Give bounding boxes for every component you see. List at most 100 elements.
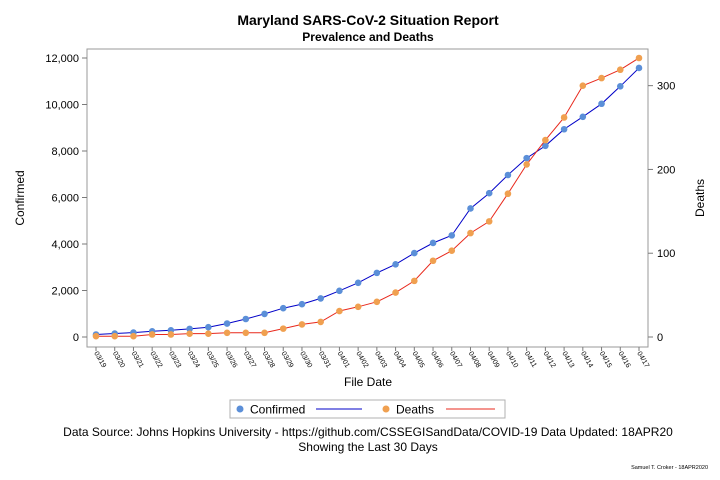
data-point-deaths	[148, 331, 156, 338]
legend: Confirmed Deaths	[229, 399, 506, 419]
data-point-confirmed	[298, 300, 306, 308]
series-line-deaths	[96, 57, 640, 337]
data-point-deaths	[373, 298, 381, 306]
y-tick-label: 8,000	[51, 146, 79, 158]
data-point-confirmed	[429, 239, 437, 247]
y2-tick-label: 300	[657, 81, 675, 93]
legend-marker-deaths	[382, 405, 390, 413]
x-axis: 03/19 03/20 03/21 03/22 03/23 03/24 03/25 03/26…	[92, 347, 650, 369]
data-point-confirmed	[448, 232, 456, 239]
data-point-deaths	[411, 277, 418, 285]
y-tick-label: 10,000	[45, 100, 79, 112]
x-tick-label: 04/02	[354, 351, 369, 370]
data-point-deaths	[560, 114, 568, 121]
data-point-deaths	[92, 332, 100, 340]
data-point-confirmed	[504, 171, 512, 179]
data-point-confirmed	[261, 310, 268, 318]
data-point-deaths	[205, 330, 212, 337]
x-tick-label: 04/10	[504, 351, 519, 370]
data-point-deaths	[186, 330, 193, 337]
x-tick-label: 03/22	[148, 351, 163, 370]
x-tick-label: 04/08	[467, 351, 482, 370]
data-point-deaths	[130, 332, 137, 340]
data-point-deaths	[635, 54, 643, 62]
x-tick-label: 04/07	[448, 351, 463, 370]
footer-window: Showing the Last 30 Days	[298, 440, 437, 454]
data-point-confirmed	[635, 64, 643, 72]
data-point-deaths	[317, 318, 324, 326]
data-point-deaths	[354, 303, 362, 311]
series-layer	[92, 54, 643, 340]
x-tick-label: 04/03	[373, 351, 388, 370]
data-point-deaths	[616, 66, 624, 74]
author-credit: Samuel T. Croker - 18APR2020	[631, 465, 708, 471]
data-point-confirmed	[317, 295, 324, 302]
data-point-confirmed	[560, 125, 568, 133]
x-tick-label: 04/16	[617, 351, 632, 370]
y-axis-right: 0 100 200 300	[648, 81, 675, 344]
legend-marker-confirmed	[236, 405, 244, 413]
y2-tick-label: 200	[657, 164, 675, 176]
data-point-confirmed	[467, 205, 474, 212]
data-point-confirmed	[373, 269, 381, 277]
data-point-confirmed	[354, 279, 362, 287]
data-point-deaths	[242, 329, 250, 337]
data-point-deaths	[223, 329, 231, 337]
data-point-deaths	[298, 321, 306, 328]
x-tick-label: 04/05	[411, 351, 426, 370]
data-point-confirmed	[411, 249, 418, 257]
y-axis-left: 0 2,000 4,000 6,000 8,000 10,000 12,000	[45, 53, 87, 344]
series-line-confirmed	[95, 67, 640, 335]
x-tick-label: 04/13	[560, 351, 575, 370]
data-point-deaths	[467, 229, 474, 237]
y2-tick-label: 0	[657, 332, 663, 344]
x-tick-label: 03/24	[186, 351, 201, 370]
y-tick-label: 0	[73, 332, 79, 344]
data-point-confirmed	[616, 82, 624, 90]
data-point-deaths	[448, 247, 456, 255]
y-tick-label: 2,000	[51, 286, 79, 298]
x-tick-label: 03/30	[298, 351, 313, 370]
data-point-confirmed	[242, 315, 250, 323]
data-point-deaths	[279, 325, 287, 332]
x-tick-label: 03/23	[167, 351, 182, 370]
data-point-confirmed	[523, 154, 530, 162]
x-tick-label: 03/27	[242, 351, 257, 370]
x-tick-label: 04/01	[336, 351, 351, 370]
x-tick-label: 03/26	[223, 351, 238, 370]
x-tick-label: 03/19	[92, 351, 107, 370]
x-axis-label: File Date	[344, 375, 392, 389]
y-tick-label: 12,000	[45, 53, 79, 65]
data-point-confirmed	[279, 304, 287, 312]
x-tick-label: 04/17	[635, 351, 650, 370]
data-point-confirmed	[579, 113, 587, 121]
x-tick-label: 03/31	[317, 351, 332, 370]
x-tick-label: 04/15	[598, 351, 613, 370]
footer-source: Data Source: Johns Hopkins University - …	[63, 425, 673, 439]
data-point-confirmed	[186, 325, 193, 333]
y-axis-label: Confirmed	[13, 170, 27, 225]
x-tick-label: 03/25	[205, 351, 220, 370]
data-point-deaths	[167, 331, 175, 338]
y-tick-label: 4,000	[51, 239, 79, 251]
x-tick-label: 03/28	[261, 351, 276, 370]
x-tick-label: 03/29	[280, 351, 295, 370]
legend-frame	[229, 399, 506, 419]
x-tick-label: 04/14	[579, 351, 594, 370]
chart-subtitle: Prevalence and Deaths	[302, 30, 434, 44]
y-tick-label: 6,000	[51, 193, 79, 205]
data-point-deaths	[261, 329, 268, 337]
data-point-confirmed	[542, 142, 549, 150]
data-point-deaths	[598, 74, 605, 82]
data-point-deaths	[336, 307, 343, 315]
legend-label-confirmed: Confirmed	[250, 403, 305, 417]
data-point-confirmed	[485, 189, 493, 197]
data-point-deaths	[523, 161, 530, 168]
data-point-confirmed	[336, 287, 343, 295]
data-point-deaths	[504, 190, 512, 198]
data-point-deaths	[392, 289, 399, 296]
data-point-deaths	[111, 332, 119, 340]
x-tick-label: 04/12	[542, 351, 557, 370]
x-tick-label: 03/21	[130, 351, 145, 370]
